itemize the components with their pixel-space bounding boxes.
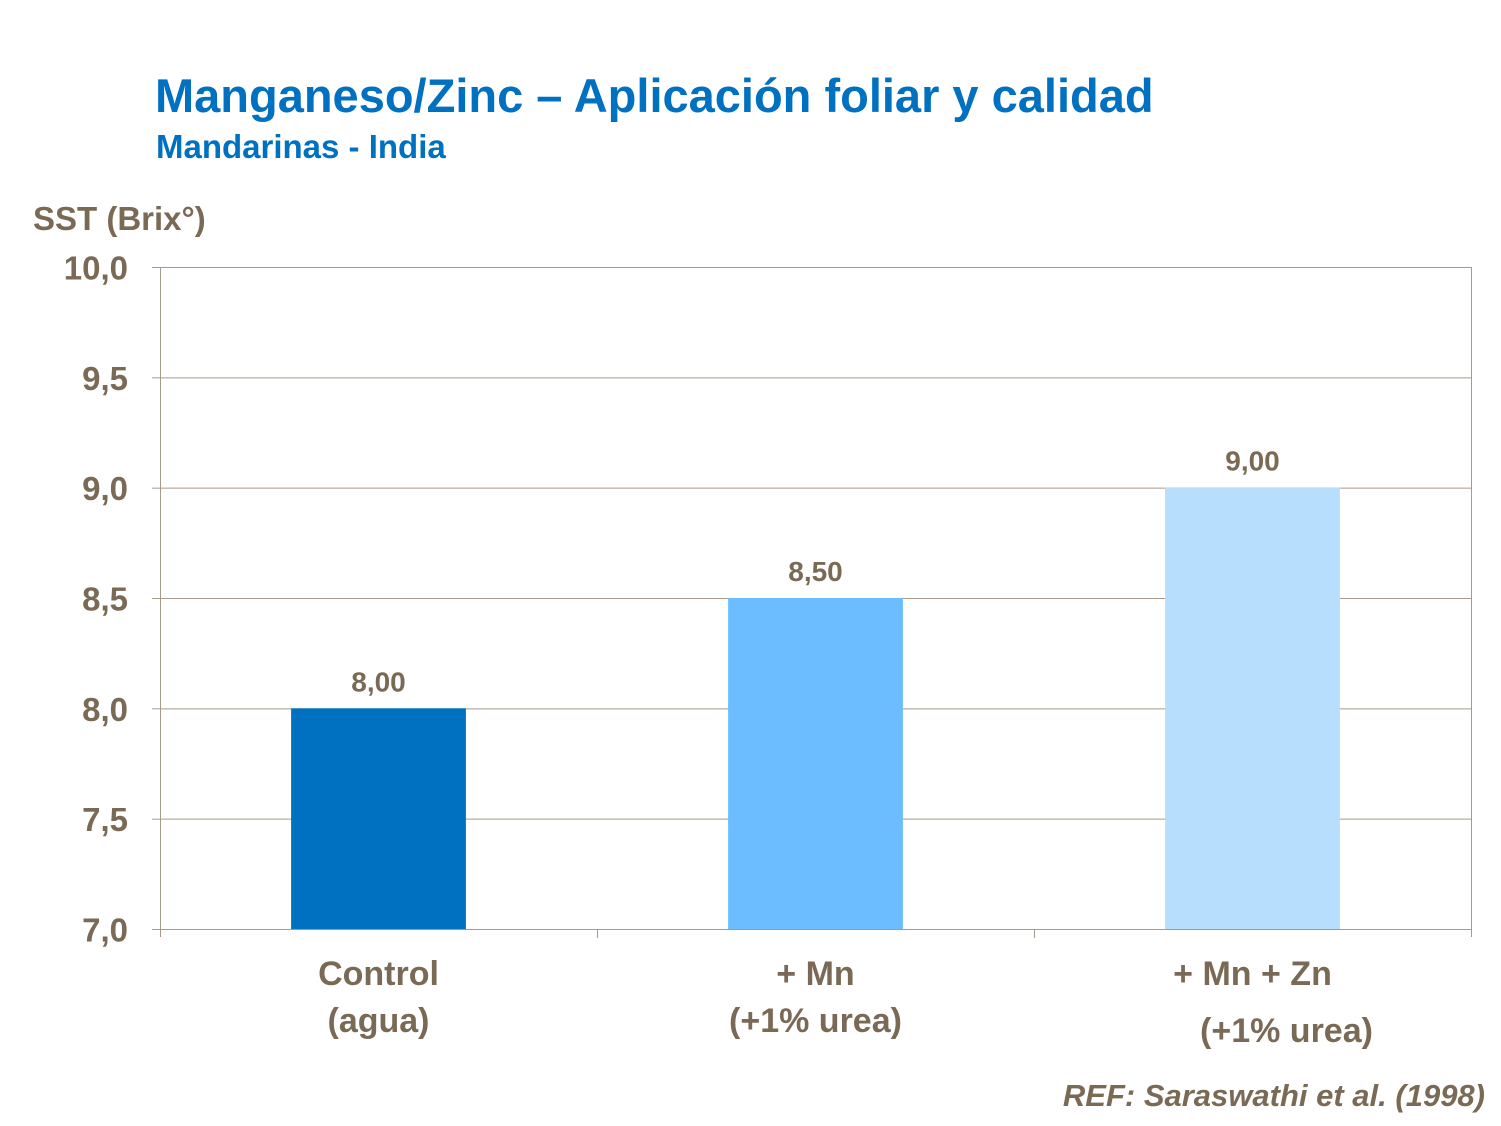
chart-title: Manganeso/Zinc – Aplicación foliar y cal…	[155, 69, 1154, 122]
bar	[728, 598, 903, 929]
y-tick-label: 7,5	[82, 801, 128, 838]
x-category-label: + Mn	[776, 955, 854, 993]
data-label: 9,00	[1225, 446, 1280, 477]
x-category-label: (+1% urea)	[729, 1002, 902, 1040]
x-category-label: (agua)	[328, 1002, 430, 1040]
y-tick-label: 8,0	[82, 691, 128, 728]
y-tick-label: 10,0	[64, 250, 128, 287]
bar	[291, 708, 466, 929]
data-label: 8,00	[351, 666, 406, 697]
data-label: 8,50	[788, 556, 843, 587]
bar	[1165, 487, 1340, 929]
y-tick-label: 7,0	[82, 912, 128, 949]
y-tick-label: 9,5	[82, 360, 128, 397]
x-category-label: Control	[318, 955, 439, 993]
x-category-label: (+1% urea)	[1200, 1012, 1373, 1050]
x-category-label: + Mn + Zn	[1173, 955, 1332, 993]
reference-note: REF: Saraswathi et al. (1998)	[1062, 1078, 1485, 1113]
y-tick-label: 9,0	[82, 470, 128, 507]
y-tick-label: 8,5	[82, 581, 128, 618]
y-axis-label: SST (Brix°)	[33, 200, 206, 237]
chart-subtitle: Mandarinas - India	[156, 128, 446, 165]
